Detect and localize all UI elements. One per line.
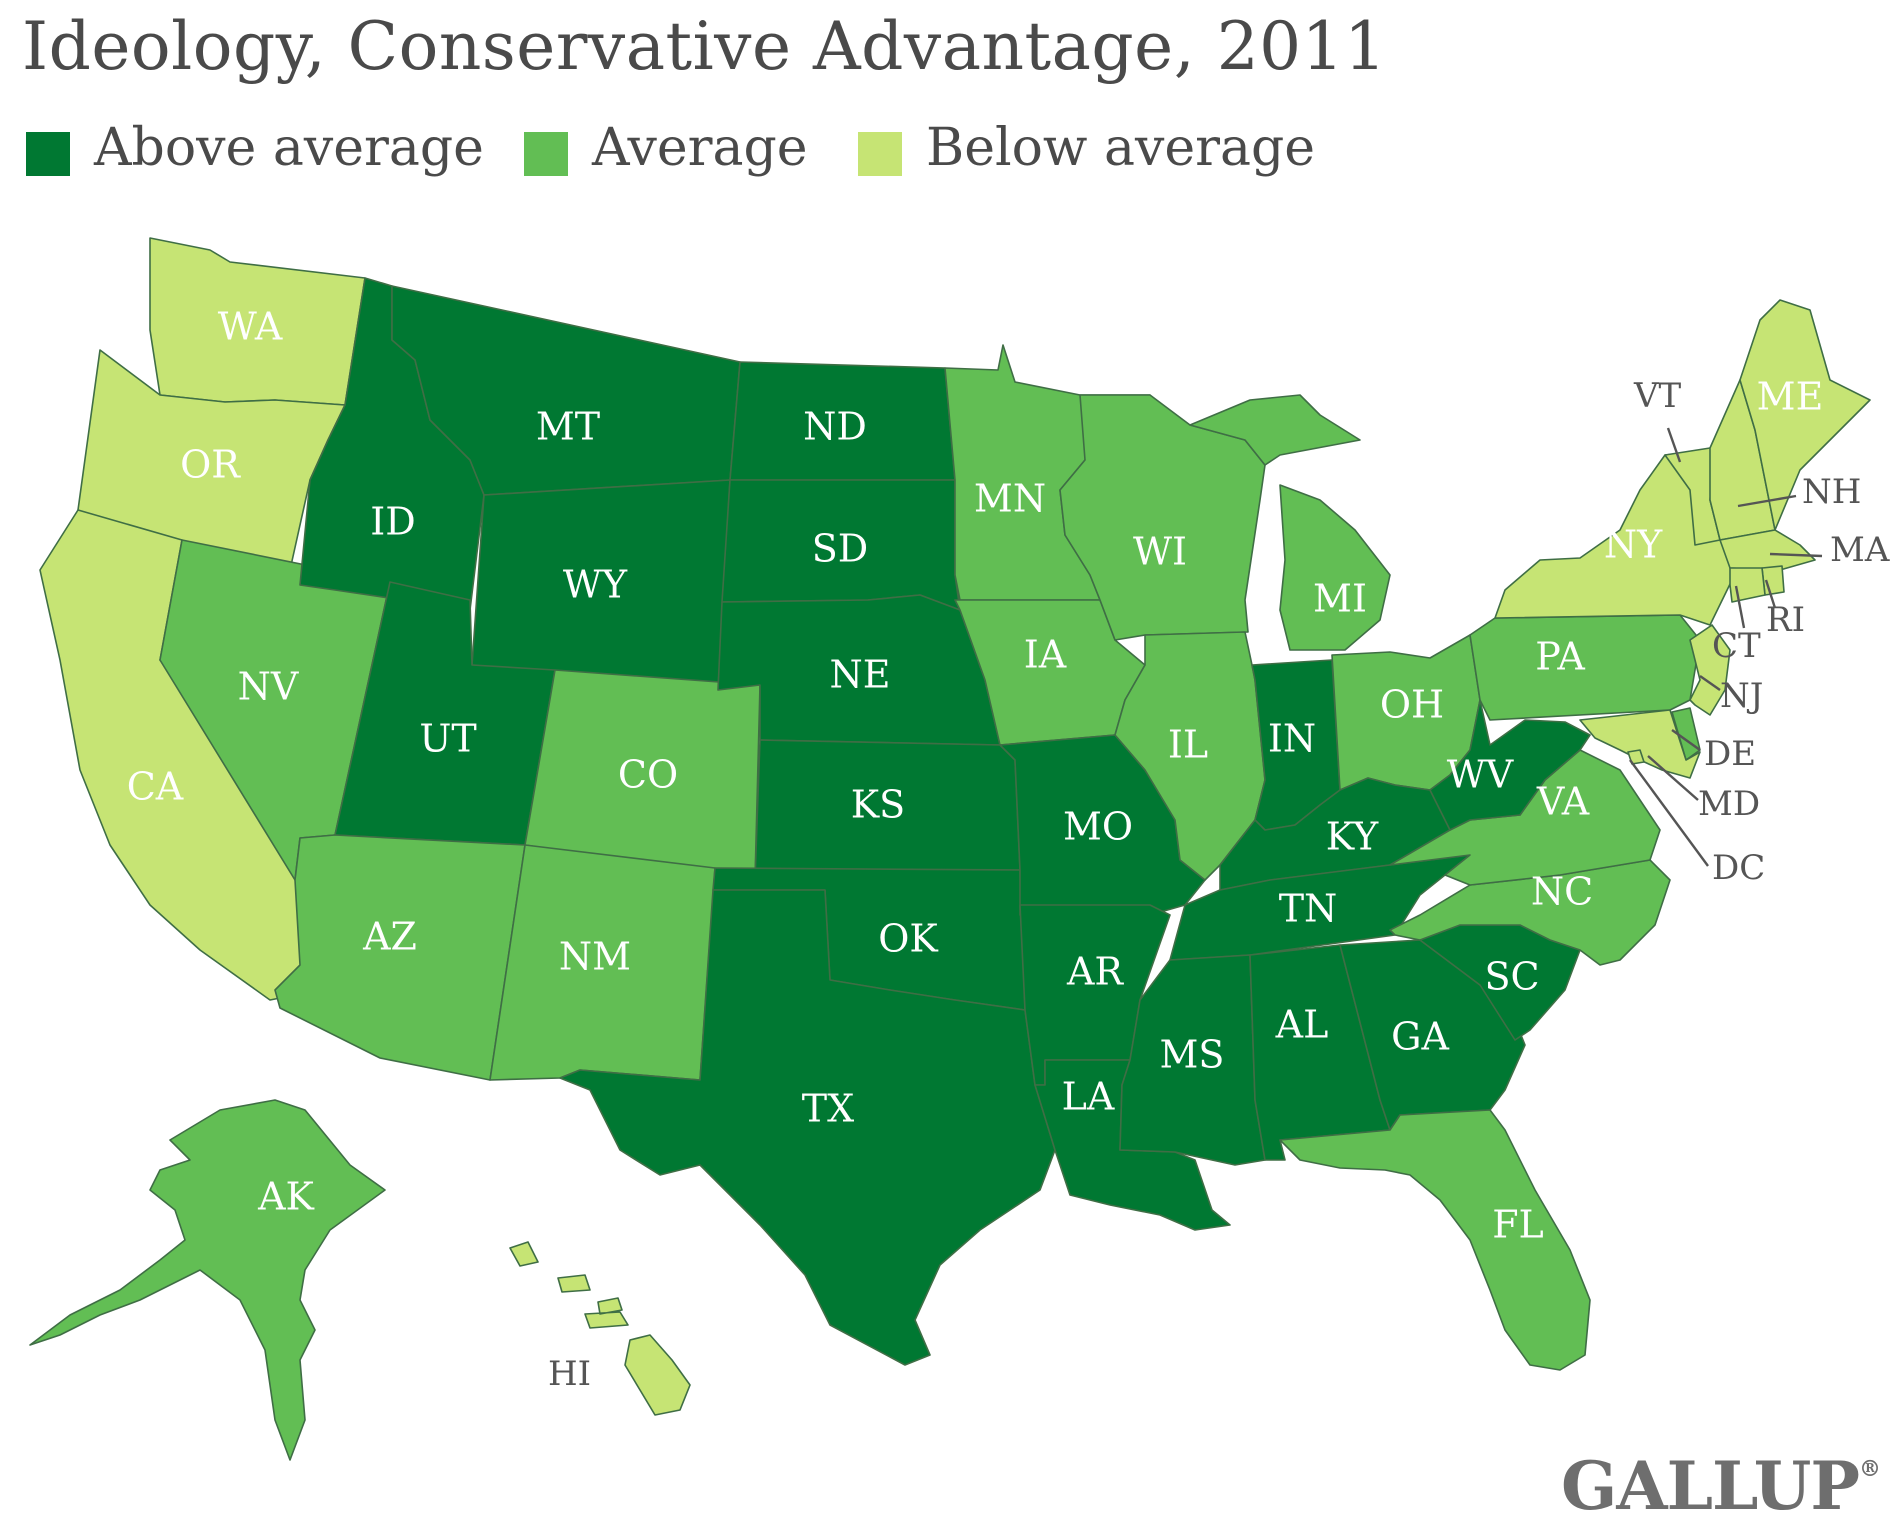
leader-CT [1734,585,1746,629]
label-NY: NY [1604,523,1663,567]
label-WV: WV [1447,753,1514,797]
gallup-logo: GALLUP® [1561,1447,1881,1525]
label-CT: CT [1712,626,1761,666]
label-NM: NM [559,935,631,979]
state-TX [559,889,1056,1366]
label-NE: NE [830,653,891,697]
label-SC: SC [1484,955,1539,999]
legend-swatch-above [26,132,70,176]
label-WI: WI [1133,530,1187,574]
state-ME [1739,299,1871,531]
legend-label-average: Average [592,118,808,178]
leader-RI [1764,579,1777,609]
label-NV: NV [238,665,299,709]
label-FL: FL [1492,1203,1544,1247]
label-AK: AK [257,1175,314,1219]
label-RI: RI [1766,600,1805,640]
leader-MA [1769,552,1823,558]
label-OR: OR [180,443,241,487]
label-LA: LA [1062,1075,1115,1119]
label-MA: MA [1830,530,1890,570]
legend-label-above: Above average [94,118,484,178]
state-LA [1034,1059,1231,1231]
logo-registered-mark: ® [1859,1456,1881,1482]
label-KY: KY [1326,815,1379,859]
state-MI [1189,394,1391,651]
label-TN: TN [1279,887,1338,931]
state-HI [509,1241,691,1416]
state-WV [1429,699,1591,831]
label-UT: UT [419,717,476,761]
label-MI: MI [1313,577,1367,621]
leader-MD [1647,755,1699,801]
label-MT: MT [536,405,600,449]
label-AL: AL [1275,1003,1329,1047]
label-MD: MD [1698,784,1760,824]
label-MN: MN [974,477,1046,521]
leader-DC [1629,759,1709,867]
state-AK [29,1099,386,1461]
leader-DE [1671,729,1701,751]
label-ME: ME [1757,375,1824,419]
leader-VT [1666,427,1682,463]
state-labels: WA OR CA NV ID MT WY UT AZ CO NM ND SD N… [127,305,1824,1247]
label-WY: WY [563,563,628,607]
label-MS: MS [1160,1033,1225,1077]
legend-swatch-average [524,132,568,176]
label-IN: IN [1268,717,1316,761]
label-OK: OK [878,917,938,961]
label-AZ: AZ [362,915,417,959]
state-NJ [1689,624,1731,716]
state-PA [1469,614,1701,721]
label-DE: DE [1704,734,1756,774]
label-NH: NH [1802,472,1861,512]
state-FL [1279,1109,1591,1371]
label-WA: WA [218,305,283,349]
label-MO: MO [1063,805,1133,849]
logo-text: GALLUP [1561,1447,1860,1525]
label-KS: KS [851,783,905,827]
state-CT [1729,567,1766,603]
map-title: Ideology, Conservative Advantage, 2011 [22,8,1387,85]
label-OH: OH [1380,683,1444,727]
label-DC: DC [1712,848,1765,888]
label-NC: NC [1531,870,1593,914]
label-AR: AR [1066,950,1124,994]
label-VA: VA [1536,780,1590,824]
label-CA: CA [127,765,184,809]
leader-NH [1737,494,1797,508]
label-ID: ID [370,500,415,544]
label-ND: ND [803,405,867,449]
legend-label-below: Below average [926,118,1316,178]
label-PA: PA [1535,635,1585,679]
label-NJ: NJ [1720,676,1763,716]
label-IA: IA [1024,633,1067,677]
label-TX: TX [802,1087,854,1131]
callout-labels: VT NH MA RI CT NJ DE MD DC HI [548,376,1890,1394]
leader-NJ [1699,675,1721,691]
label-IL: IL [1168,723,1208,767]
label-CO: CO [618,753,678,797]
legend-swatch-below [858,132,902,176]
label-SD: SD [812,527,869,571]
label-VT: VT [1633,376,1682,416]
label-HI: HI [548,1354,591,1394]
label-GA: GA [1391,1015,1449,1059]
